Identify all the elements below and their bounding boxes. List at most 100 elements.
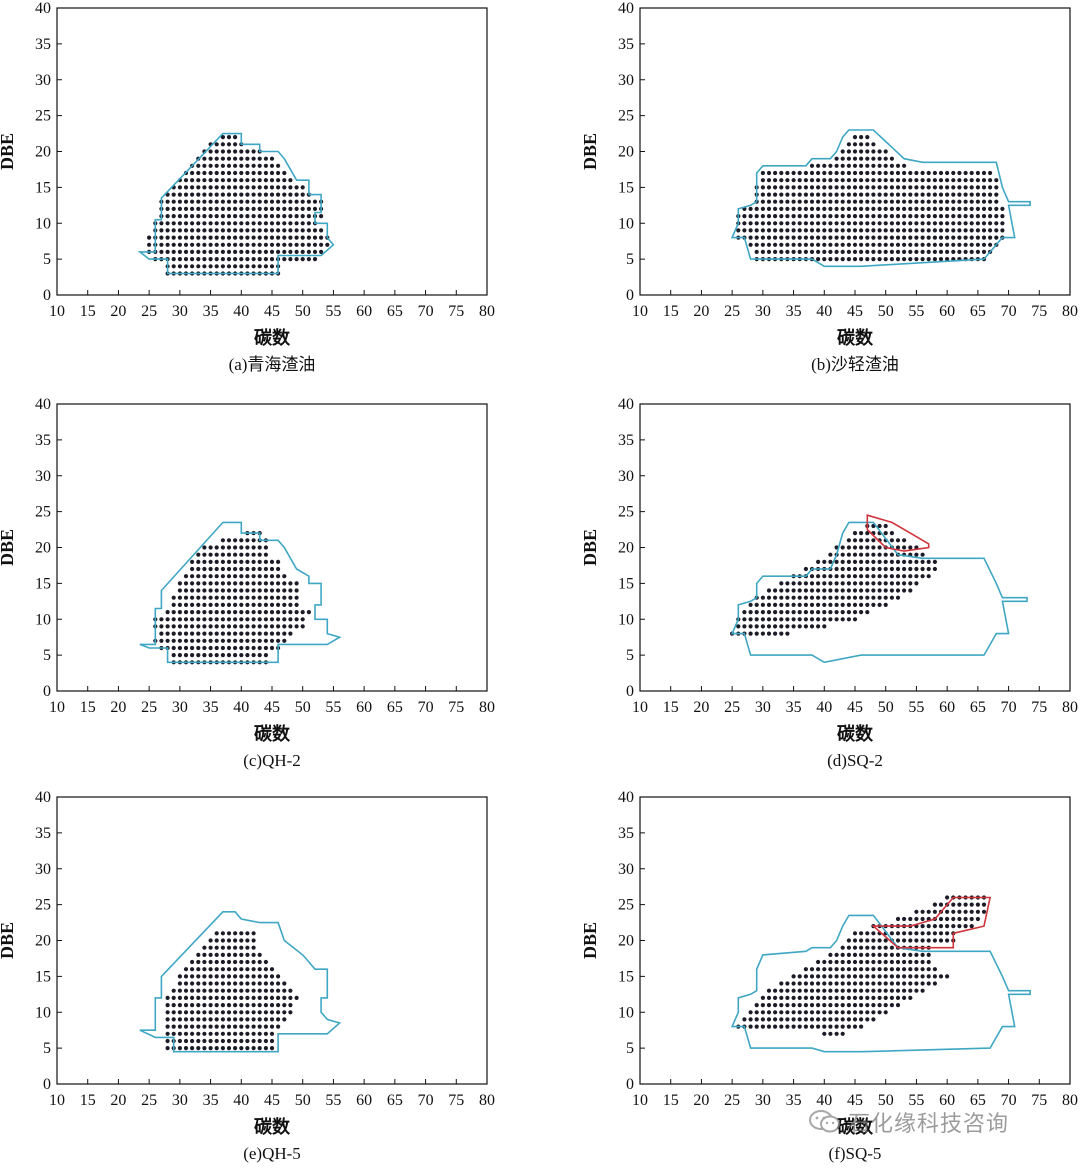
data-point (803, 981, 809, 986)
x-tick-label: 15 (663, 303, 679, 320)
data-point (263, 602, 268, 608)
data-point (202, 257, 207, 262)
data-point (871, 142, 876, 147)
data-point (809, 624, 815, 629)
data-point (889, 257, 895, 262)
data-point (196, 199, 201, 204)
x-tick-label: 25 (724, 303, 740, 320)
data-point (945, 178, 950, 183)
y-tick-label: 25 (618, 108, 634, 125)
data-point (932, 206, 938, 211)
data-point (269, 214, 275, 219)
data-point (263, 653, 268, 658)
data-point (803, 617, 809, 622)
data-point (214, 645, 219, 651)
data-point (177, 981, 182, 986)
data-point (846, 610, 852, 615)
data-point (902, 967, 907, 972)
data-point (865, 242, 870, 247)
data-point (190, 242, 195, 247)
data-point (171, 1017, 176, 1022)
data-point (226, 552, 232, 557)
data-point (975, 192, 981, 197)
data-point (263, 185, 268, 190)
data-point (190, 602, 195, 608)
data-point (859, 538, 864, 543)
data-point (932, 170, 938, 176)
data-point (926, 938, 931, 943)
data-point (220, 185, 225, 190)
data-point (245, 1003, 250, 1008)
data-point (294, 221, 299, 226)
data-point (220, 1003, 225, 1008)
data-point (190, 206, 195, 211)
data-point (251, 581, 256, 586)
data-point (963, 185, 968, 190)
data-point (994, 235, 999, 240)
data-point (889, 574, 895, 579)
data-point (202, 552, 207, 557)
data-point (766, 249, 772, 254)
data-point (233, 566, 238, 572)
data-point (748, 1024, 753, 1029)
data-point (226, 142, 232, 147)
data-point (282, 1017, 287, 1022)
data-point (920, 974, 925, 979)
data-point (840, 574, 845, 579)
data-point (208, 1024, 213, 1029)
y-tick-label: 40 (618, 396, 634, 413)
data-point (828, 995, 833, 1001)
data-point (852, 945, 858, 950)
data-point (926, 178, 931, 183)
data-point (282, 995, 287, 1001)
data-point (257, 653, 262, 658)
data-point (865, 149, 870, 154)
data-point (920, 221, 925, 226)
data-point (754, 624, 759, 629)
data-point (748, 206, 753, 211)
data-point (288, 242, 293, 247)
data-point (288, 185, 293, 190)
data-point (276, 228, 281, 233)
data-point (214, 214, 219, 219)
data-point (846, 1017, 852, 1022)
data-point (257, 624, 262, 629)
data-point (748, 631, 753, 636)
x-axis-label: 碳数 (254, 723, 291, 744)
x-tick-label: 30 (172, 699, 188, 716)
data-point (245, 602, 250, 608)
data-point (760, 602, 766, 608)
data-point (257, 552, 262, 557)
data-point (760, 995, 766, 1001)
data-point (816, 257, 821, 262)
x-tick-label: 70 (1001, 699, 1017, 716)
data-point (871, 257, 876, 262)
x-tick-label: 60 (939, 699, 955, 716)
data-point (809, 206, 815, 211)
data-point (816, 178, 821, 183)
data-point (816, 1024, 821, 1029)
data-point (852, 1010, 858, 1015)
data-point (889, 974, 895, 979)
x-tick-label: 55 (908, 1092, 924, 1109)
data-point (245, 235, 250, 240)
y-tick-label: 15 (618, 968, 634, 985)
data-point (208, 242, 213, 247)
data-point (828, 559, 833, 565)
data-point (220, 610, 225, 615)
data-point (883, 235, 888, 240)
data-point (920, 192, 925, 197)
data-point (951, 228, 956, 233)
data-point (988, 228, 993, 233)
data-point (852, 228, 858, 233)
data-point (276, 974, 281, 979)
data-point (840, 988, 845, 993)
data-point (840, 545, 845, 550)
data-point (294, 610, 299, 615)
data-point (877, 1003, 882, 1008)
data-point (220, 638, 225, 643)
data-point (196, 192, 201, 197)
data-point (257, 981, 262, 986)
data-point (214, 235, 219, 240)
data-point (920, 981, 925, 986)
